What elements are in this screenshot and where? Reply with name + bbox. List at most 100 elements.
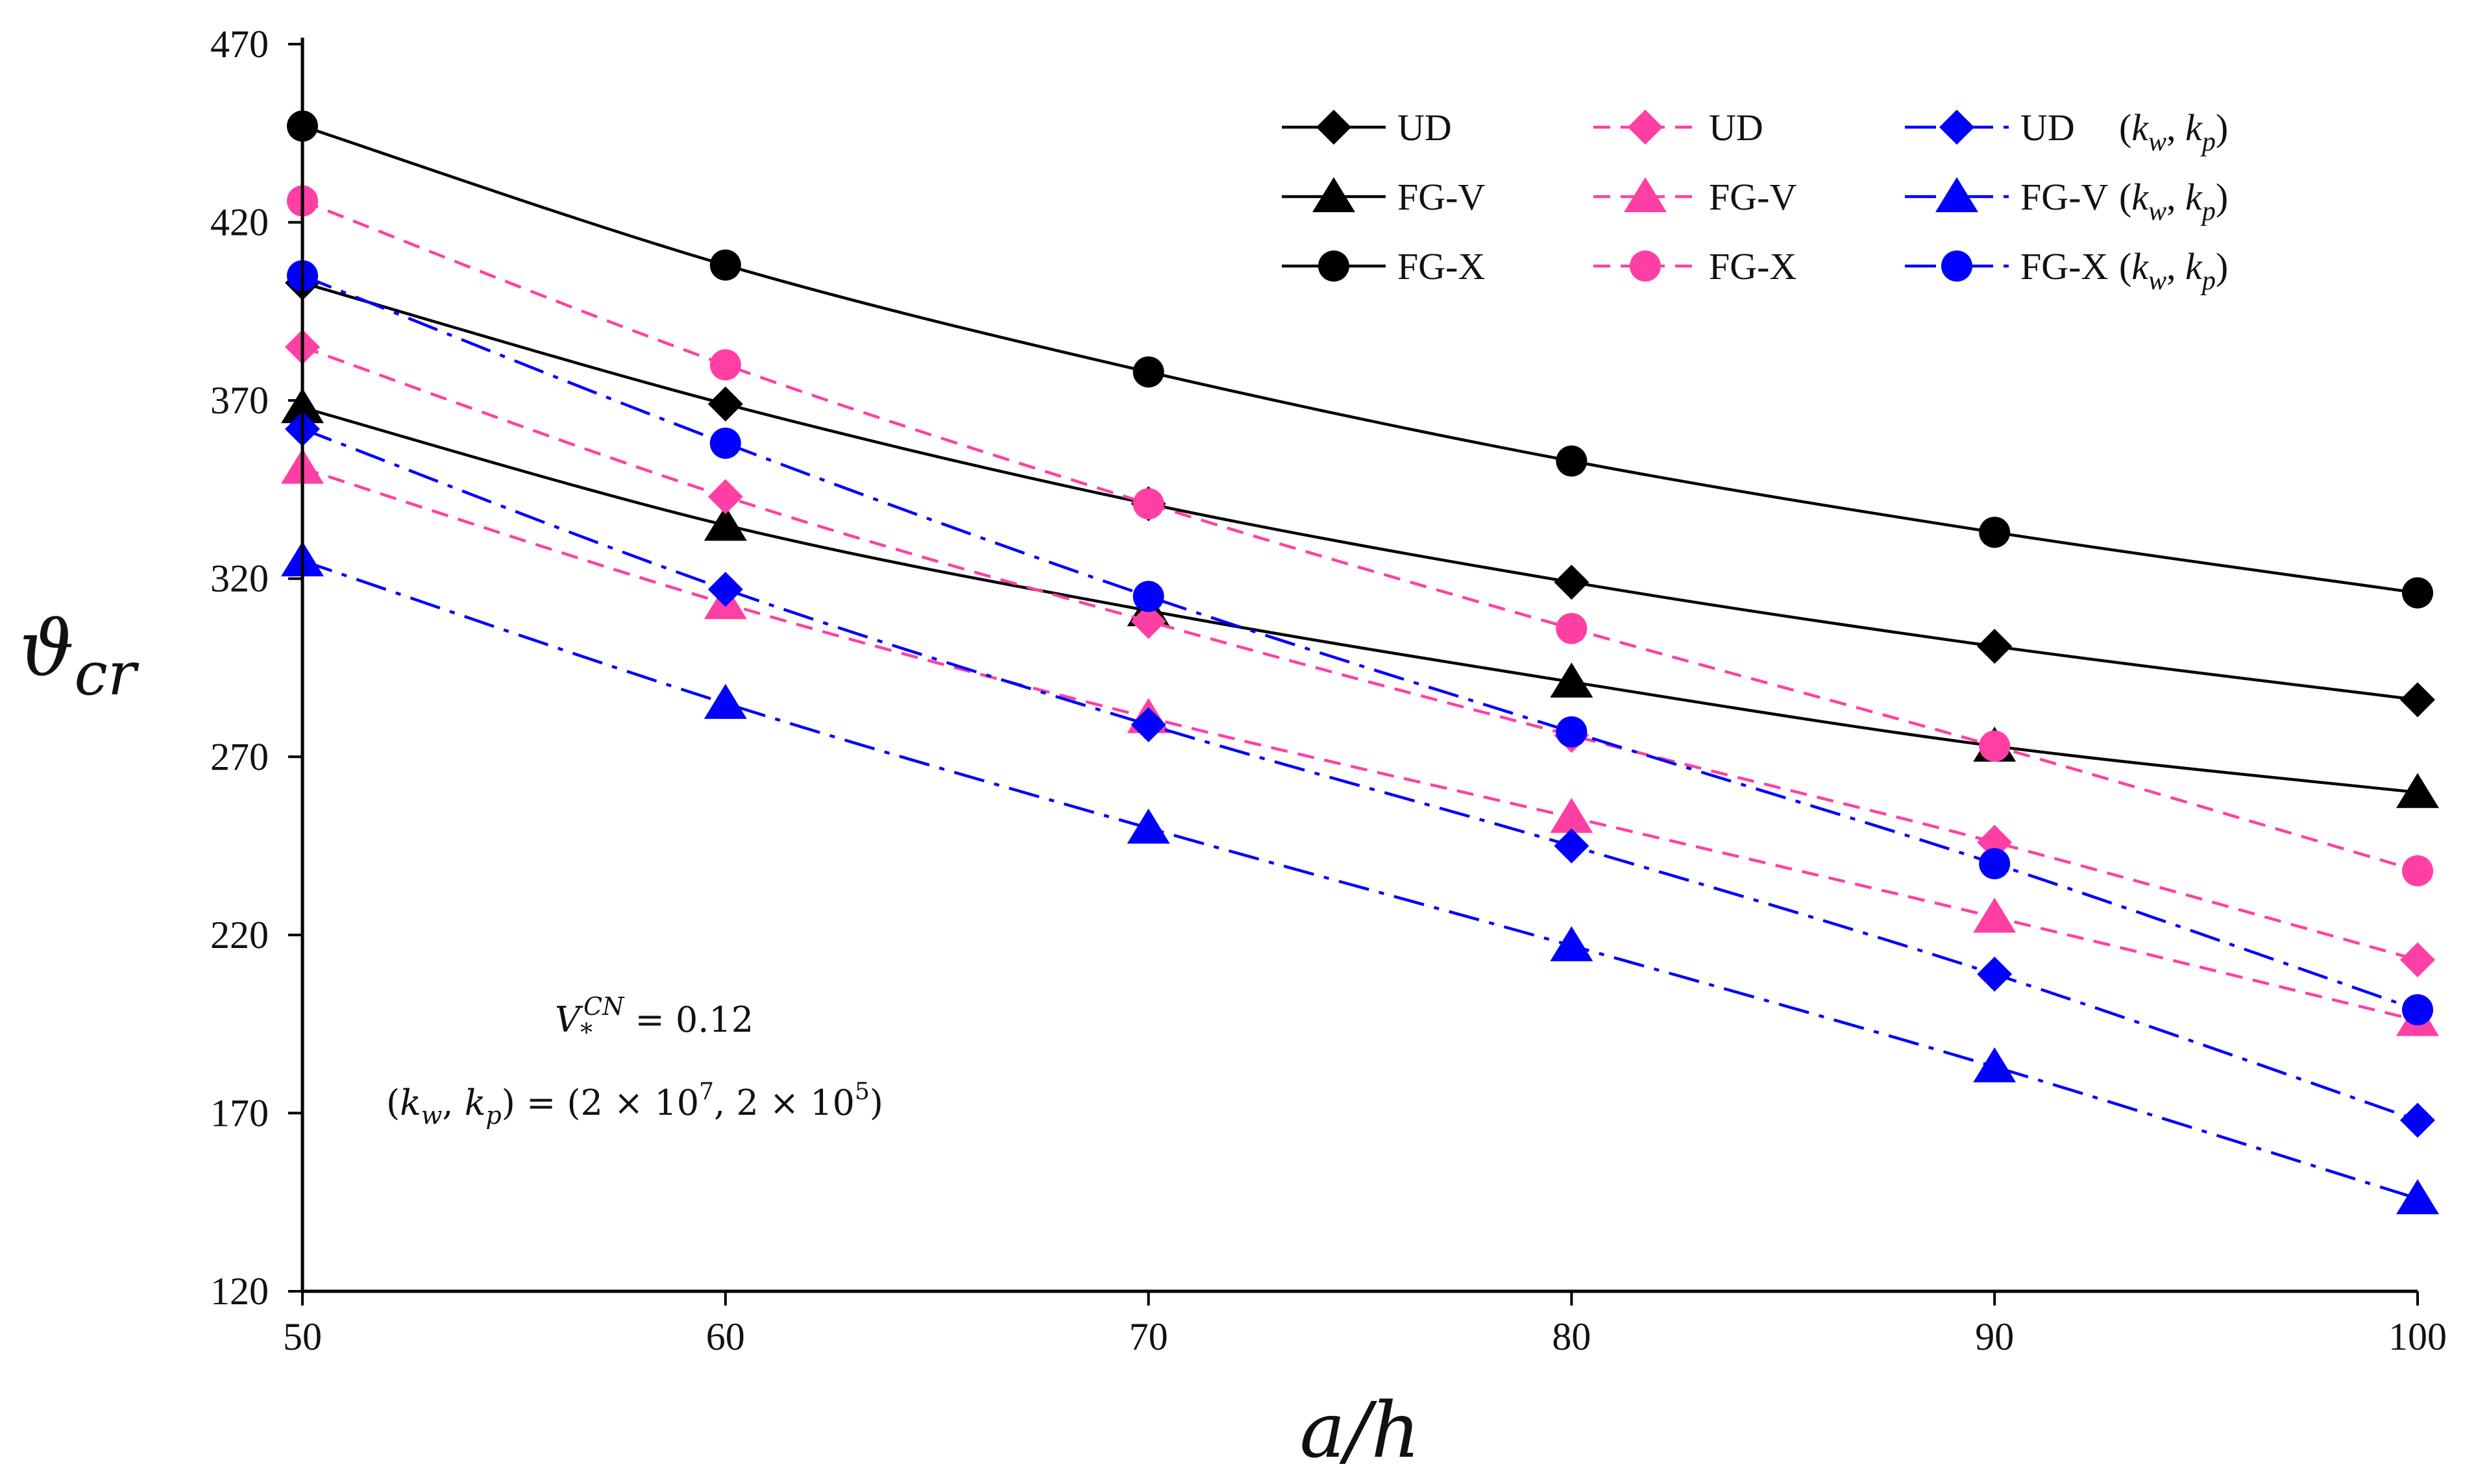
data-point-80	[1556, 716, 1587, 748]
legend-label: FG-X	[1397, 245, 1485, 287]
y-tick-label: 320	[210, 557, 269, 600]
x-tick-label: 100	[2388, 1315, 2447, 1358]
x-axis-title: a/h	[1299, 1385, 1420, 1475]
data-point-100	[2396, 1179, 2439, 1215]
series-line	[302, 199, 2418, 873]
y-tick-label: 470	[210, 23, 269, 66]
legend-label: UD	[1709, 106, 1763, 149]
legend-entry-3: UD	[1593, 106, 1763, 149]
y-tick-label: 220	[210, 914, 269, 956]
data-point-90	[1977, 629, 2013, 664]
series-line	[302, 559, 2418, 1200]
data-point-70	[1131, 707, 1166, 742]
legend-entry-2: FG-X	[1282, 245, 1485, 287]
data-point-60	[704, 505, 747, 541]
data-point-60	[709, 428, 741, 459]
data-point-80	[1556, 613, 1587, 644]
y-tick-label: 170	[210, 1091, 269, 1134]
series-fg-x-5	[287, 185, 2433, 887]
data-point-60	[707, 386, 743, 422]
legend-foundation-label: (kw​, kp​)	[2119, 106, 2228, 157]
data-point-60	[704, 683, 747, 719]
series-fg-x-8	[287, 260, 2433, 1026]
series-fg-v-4	[281, 448, 2439, 1036]
data-point-100	[2400, 682, 2435, 718]
legend-label: FG-X	[1709, 245, 1796, 287]
data-point-60	[709, 349, 741, 381]
legend-label: UD	[2020, 106, 2075, 149]
y-axis-title: ϑcr	[19, 603, 140, 709]
x-tick-label: 70	[1129, 1315, 1168, 1358]
legend-marker	[1941, 250, 1972, 282]
legend-foundation-label: (kw​, kp​)	[2119, 176, 2228, 226]
legend-marker	[1316, 110, 1351, 145]
legend-entry-4: FG-V	[1593, 176, 1796, 218]
foundation-parameters-annotation: (kw​, kp​) = (2 × 107​, 2 × 105​)	[386, 1078, 883, 1130]
x-tick-label: 80	[1552, 1315, 1591, 1358]
y-tick-label: 270	[210, 735, 269, 778]
x-tick-label: 50	[283, 1315, 322, 1358]
data-point-90	[1979, 517, 2011, 548]
legend: UD FG-V FG-X UD FG-V FG-X UD (kw​, kp​) FG-V (kw​…	[1282, 106, 2228, 296]
y-tick-label: 120	[210, 1270, 269, 1313]
legend-marker	[1628, 110, 1663, 145]
data-point-80	[1550, 926, 1593, 962]
series-layer	[281, 110, 2439, 1215]
x-tick-label: 90	[1975, 1315, 2014, 1358]
series-fg-x-2	[287, 110, 2433, 609]
annotation: V*CN = 0.12 (kw​, kp​) = (2 × 107​, 2 × 1…	[386, 992, 883, 1130]
data-point-100	[2400, 1102, 2435, 1138]
legend-marker	[1939, 110, 1974, 145]
data-point-90	[1979, 730, 2011, 762]
data-point-80	[1550, 662, 1593, 698]
legend-marker	[1312, 177, 1355, 212]
series-ud-6	[285, 411, 2435, 1138]
series-line	[302, 125, 2418, 594]
legend-entry-7: FG-V (kw​, kp​)	[1905, 176, 2228, 226]
legend-marker	[1624, 177, 1667, 212]
volume-fraction-annotation: V*CN = 0.12	[555, 992, 754, 1047]
data-point-60	[709, 249, 741, 281]
data-point-80	[1554, 565, 1589, 600]
series-ud-3	[285, 329, 2435, 978]
x-tick-label: 60	[706, 1315, 745, 1358]
data-point-90	[1977, 956, 2013, 992]
legend-marker	[1935, 177, 1978, 212]
legend-marker	[1318, 250, 1349, 282]
data-point-80	[1550, 797, 1593, 833]
legend-marker	[1630, 250, 1661, 282]
data-point-100	[2402, 994, 2433, 1026]
legend-entry-1: FG-V	[1282, 176, 1485, 218]
series-line	[302, 274, 2418, 1012]
data-point-80	[1556, 445, 1587, 477]
y-tick-label: 420	[210, 201, 269, 244]
axes-layer: 120 170 220 270 320 370 420 470 50 60 70 80 90 100 a/h…	[19, 23, 2447, 1475]
legend-entry-6: UD (kw​, kp​)	[1905, 106, 2228, 157]
series-line	[302, 427, 2418, 1122]
data-point-70	[1127, 809, 1170, 844]
legend-entry-5: FG-X	[1593, 245, 1796, 287]
series-line	[302, 345, 2418, 962]
legend-label: UD	[1397, 106, 1452, 149]
data-point-90	[1973, 897, 2016, 933]
legend-label: FG-V	[1397, 176, 1485, 218]
data-point-70	[1133, 488, 1164, 520]
series-line	[302, 281, 2418, 701]
legend-label: FG-X	[2020, 245, 2108, 287]
data-point-100	[2402, 855, 2433, 887]
series-fg-v-7	[281, 541, 2439, 1215]
data-point-100	[2400, 942, 2435, 978]
series-fg-v-1	[281, 388, 2439, 809]
data-point-70	[1133, 581, 1164, 613]
legend-foundation-label: (kw​, kp​)	[2119, 245, 2228, 296]
legend-entry-8: FG-X (kw​, kp​)	[1905, 245, 2228, 296]
data-point-90	[1973, 1047, 2016, 1083]
data-point-100	[2402, 577, 2433, 609]
legend-label: FG-V	[2020, 176, 2108, 218]
data-point-70	[1131, 603, 1166, 639]
data-point-80	[1554, 828, 1589, 864]
data-point-60	[707, 572, 743, 607]
data-point-60	[707, 479, 743, 515]
legend-entry-0: UD	[1282, 106, 1452, 149]
